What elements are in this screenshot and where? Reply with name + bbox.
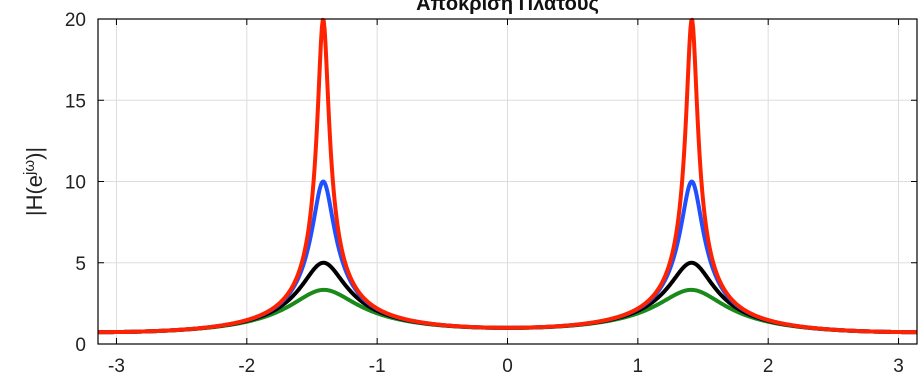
grid-layer [98, 18, 917, 345]
y-tick-label: 15 [65, 91, 86, 112]
y-tick-label: 20 [65, 10, 86, 31]
series-line [96, 17, 918, 335]
y-axis-label: |H(ejω)| [21, 147, 48, 216]
y-tick-label: 5 [75, 254, 86, 275]
x-tick-label: 1 [633, 356, 644, 377]
x-tick-label: 2 [763, 356, 774, 377]
x-tick-label: -1 [369, 356, 386, 377]
y-axis-label-tail: )| [22, 147, 47, 160]
y-axis-label-base: |H(e [22, 175, 47, 216]
tick-layer: -3 -2 -1 0 1 2 3 0 5 10 15 20 [65, 10, 917, 377]
y-tick-label: 10 [65, 173, 86, 194]
x-tick-label: 0 [502, 356, 513, 377]
x-tick-label: 3 [893, 356, 904, 377]
x-tick-label: -2 [238, 356, 255, 377]
curve-layer [96, 17, 918, 335]
y-axis-label-superscript: jω [21, 160, 38, 176]
x-tick-label: -3 [108, 356, 125, 377]
chart-title: Απόκριση Πλάτους [416, 0, 599, 15]
y-tick-label: 0 [75, 335, 86, 356]
